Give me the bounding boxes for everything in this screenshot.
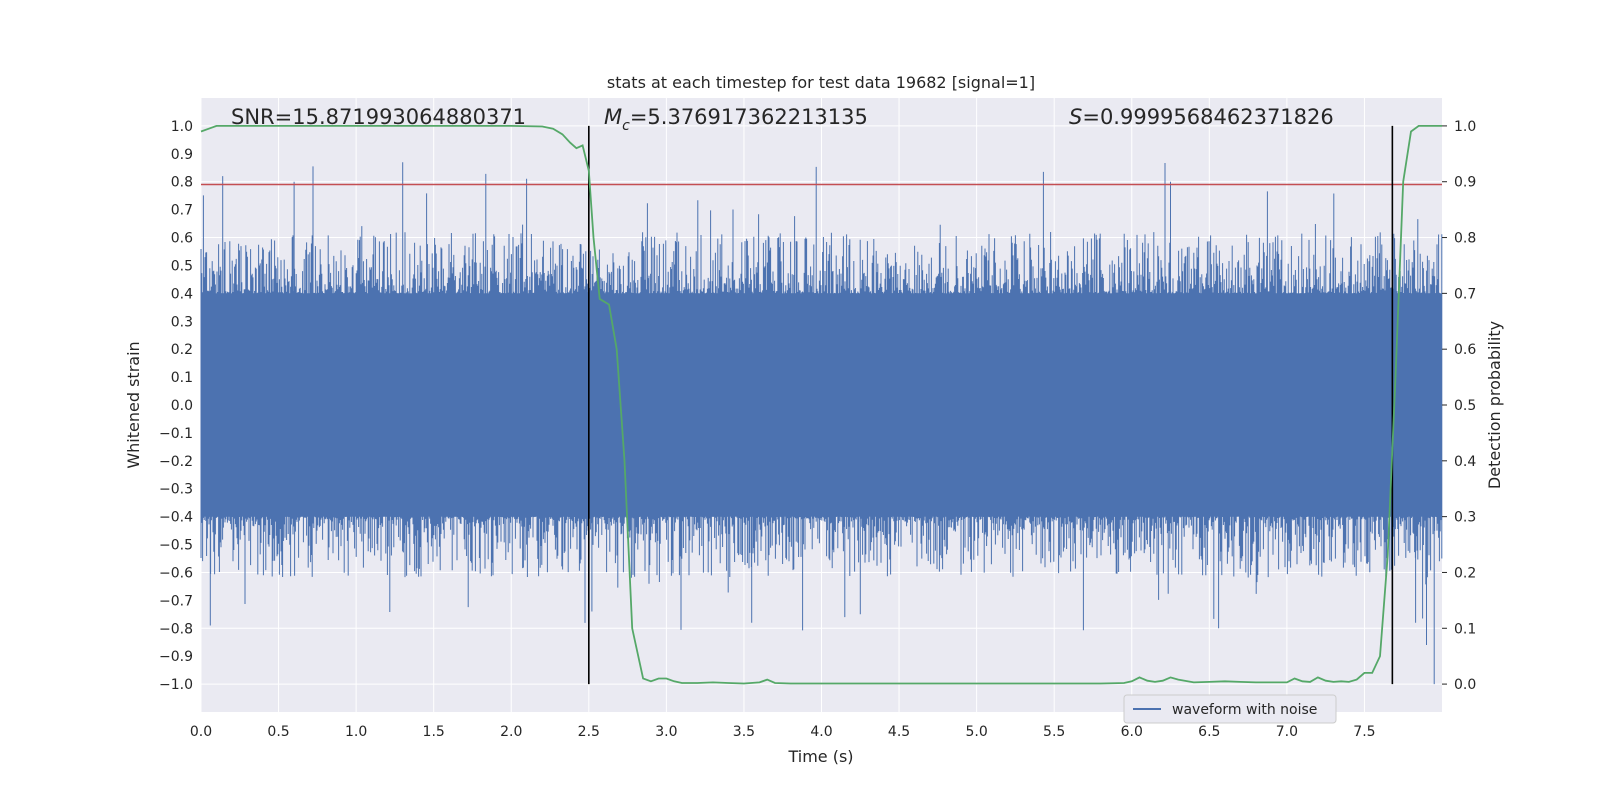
y-left-tick-label: 0.7 <box>171 203 193 219</box>
x-tick-label: 6.0 <box>1121 724 1143 740</box>
y-left-tick-label: 1.0 <box>171 119 193 135</box>
y-right-tick-label: 0.4 <box>1454 454 1476 470</box>
y-right-tick-label: 0.3 <box>1454 510 1476 526</box>
y-right-tick-label: 0.8 <box>1454 231 1476 247</box>
snr-annotation: SNR=15.871993064880371 <box>231 105 526 129</box>
y-right-tick-label: 0.5 <box>1454 398 1476 414</box>
y-left-tick-label: −1.0 <box>159 677 193 693</box>
significance-value: =0.9999568462371826 <box>1082 105 1333 129</box>
overlay-lines <box>200 125 1442 685</box>
x-tick-label: 4.0 <box>810 724 832 740</box>
y-left-tick-label: −0.4 <box>159 510 193 526</box>
y-left-tick-label: 0.6 <box>171 231 193 247</box>
y-left-tick-label: 0.4 <box>171 286 193 302</box>
y-left-tick-label: 0.3 <box>171 314 193 330</box>
y-left-tick-label: −0.3 <box>159 482 193 498</box>
chirp-mass-annotation: Mc=5.376917362213135 <box>604 105 868 134</box>
strain-series <box>200 162 1443 685</box>
chirp-mass-subscript: c <box>622 118 630 134</box>
chart-title: stats at each timestep for test data 196… <box>607 73 1035 92</box>
strain-spikes <box>200 162 1443 685</box>
x-tick-label: 0.5 <box>267 724 289 740</box>
significance-annotation: S=0.9999568462371826 <box>1069 105 1334 129</box>
x-tick-label: 6.5 <box>1198 724 1220 740</box>
x-tick-label: 4.5 <box>888 724 910 740</box>
legend-label: waveform with noise <box>1172 702 1317 718</box>
y-right-tick-label: 1.0 <box>1454 119 1476 135</box>
y-left-tick-label: −0.6 <box>159 565 193 581</box>
y-left-tick-label: −0.9 <box>159 649 193 665</box>
y-left-tick-label: −0.5 <box>159 538 193 554</box>
chirp-mass-value: =5.376917362213135 <box>630 105 868 129</box>
x-tick-label: 1.0 <box>345 724 367 740</box>
y-right-tick-label: 0.9 <box>1454 175 1476 191</box>
y-left-tick-label: 0.1 <box>171 370 193 386</box>
chirp-mass-symbol: M <box>604 105 622 129</box>
x-tick-label: 7.0 <box>1276 724 1298 740</box>
significance-symbol: S <box>1069 105 1082 129</box>
x-tick-label: 2.5 <box>578 724 600 740</box>
x-tick-label: 2.0 <box>500 724 522 740</box>
x-tick-label: 3.5 <box>733 724 755 740</box>
y-axis-left-ticks: −1.0 −0.9 −0.8 −0.7 −0.6 −0.5 −0.4 −0.3 −0.2 −0.1… <box>159 119 193 693</box>
y-right-tick-label: 0.2 <box>1454 565 1476 581</box>
y-left-tick-label: 0.8 <box>171 175 193 191</box>
x-tick-label: 3.0 <box>655 724 677 740</box>
y-left-tick-label: −0.7 <box>159 593 193 609</box>
y-left-tick-label: −0.1 <box>159 426 193 442</box>
y-axis-right-label: Detection probability <box>1485 321 1504 489</box>
y-right-tick-label: 0.0 <box>1454 677 1476 693</box>
detection-probability-line <box>200 125 1442 685</box>
y-axis-right-ticks: 0.0 0.1 0.2 0.3 0.4 0.5 0.6 0.7 0.8 0.9 1.0 <box>1442 119 1476 693</box>
y-right-tick-label: 0.7 <box>1454 286 1476 302</box>
x-tick-label: 5.0 <box>965 724 987 740</box>
x-axis-ticks: 0.0 0.5 1.0 1.5 2.0 2.5 3.0 3.5 4.0 4.5 5.0 5.5 6.0 6… <box>190 724 1376 740</box>
y-left-tick-label: 0.2 <box>171 342 193 358</box>
y-axis-left-label: Whitened strain <box>124 341 143 468</box>
x-tick-label: 5.5 <box>1043 724 1065 740</box>
y-left-tick-label: 0.9 <box>171 147 193 163</box>
x-tick-label: 7.5 <box>1353 724 1375 740</box>
x-tick-label: 0.0 <box>190 724 212 740</box>
y-left-tick-label: −0.8 <box>159 621 193 637</box>
legend: waveform with noise <box>1123 694 1337 724</box>
y-left-tick-label: 0.5 <box>171 258 193 274</box>
y-left-tick-label: −0.2 <box>159 454 193 470</box>
x-axis-label: Time (s) <box>787 747 853 766</box>
legend-box <box>1123 694 1337 724</box>
y-left-tick-label: 0.0 <box>171 398 193 414</box>
y-right-tick-label: 0.6 <box>1454 342 1476 358</box>
x-tick-label: 1.5 <box>423 724 445 740</box>
y-right-tick-label: 0.1 <box>1454 621 1476 637</box>
